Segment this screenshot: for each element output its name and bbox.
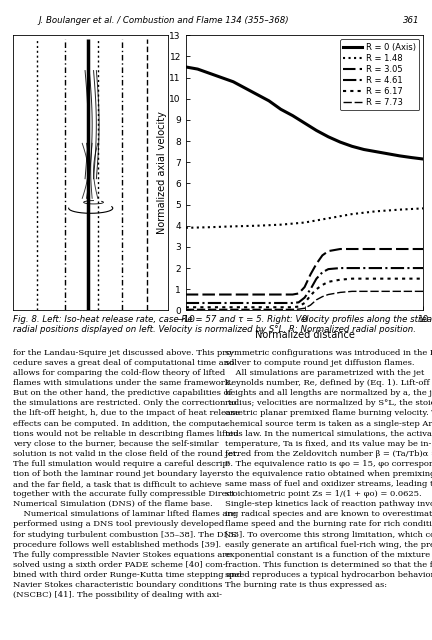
Text: 361: 361	[403, 16, 419, 25]
X-axis label: Normalized distance: Normalized distance	[254, 330, 355, 340]
Legend: R = 0 (Axis), R = 1.48, R = 3.05, R = 4.61, R = 6.17, R = 7.73: R = 0 (Axis), R = 1.48, R = 3.05, R = 4.…	[340, 40, 419, 111]
Text: J. Boulanger et al. / Combustion and Flame 134 (355–368): J. Boulanger et al. / Combustion and Fla…	[39, 16, 289, 25]
Text: for the Landau-Squire jet discussed above. This pro-
cedure saves a great deal o: for the Landau-Squire jet discussed abov…	[13, 349, 242, 599]
Y-axis label: Normalized axial velocity: Normalized axial velocity	[157, 111, 167, 234]
Text: symmetric configurations was introduced in the DNS
solver to compute round jet d: symmetric configurations was introduced …	[225, 349, 432, 589]
Text: Fig. 8. Left: Iso-heat release rate, case Re = 57 and τ = 5. Right: Velocity pro: Fig. 8. Left: Iso-heat release rate, cas…	[13, 315, 432, 334]
